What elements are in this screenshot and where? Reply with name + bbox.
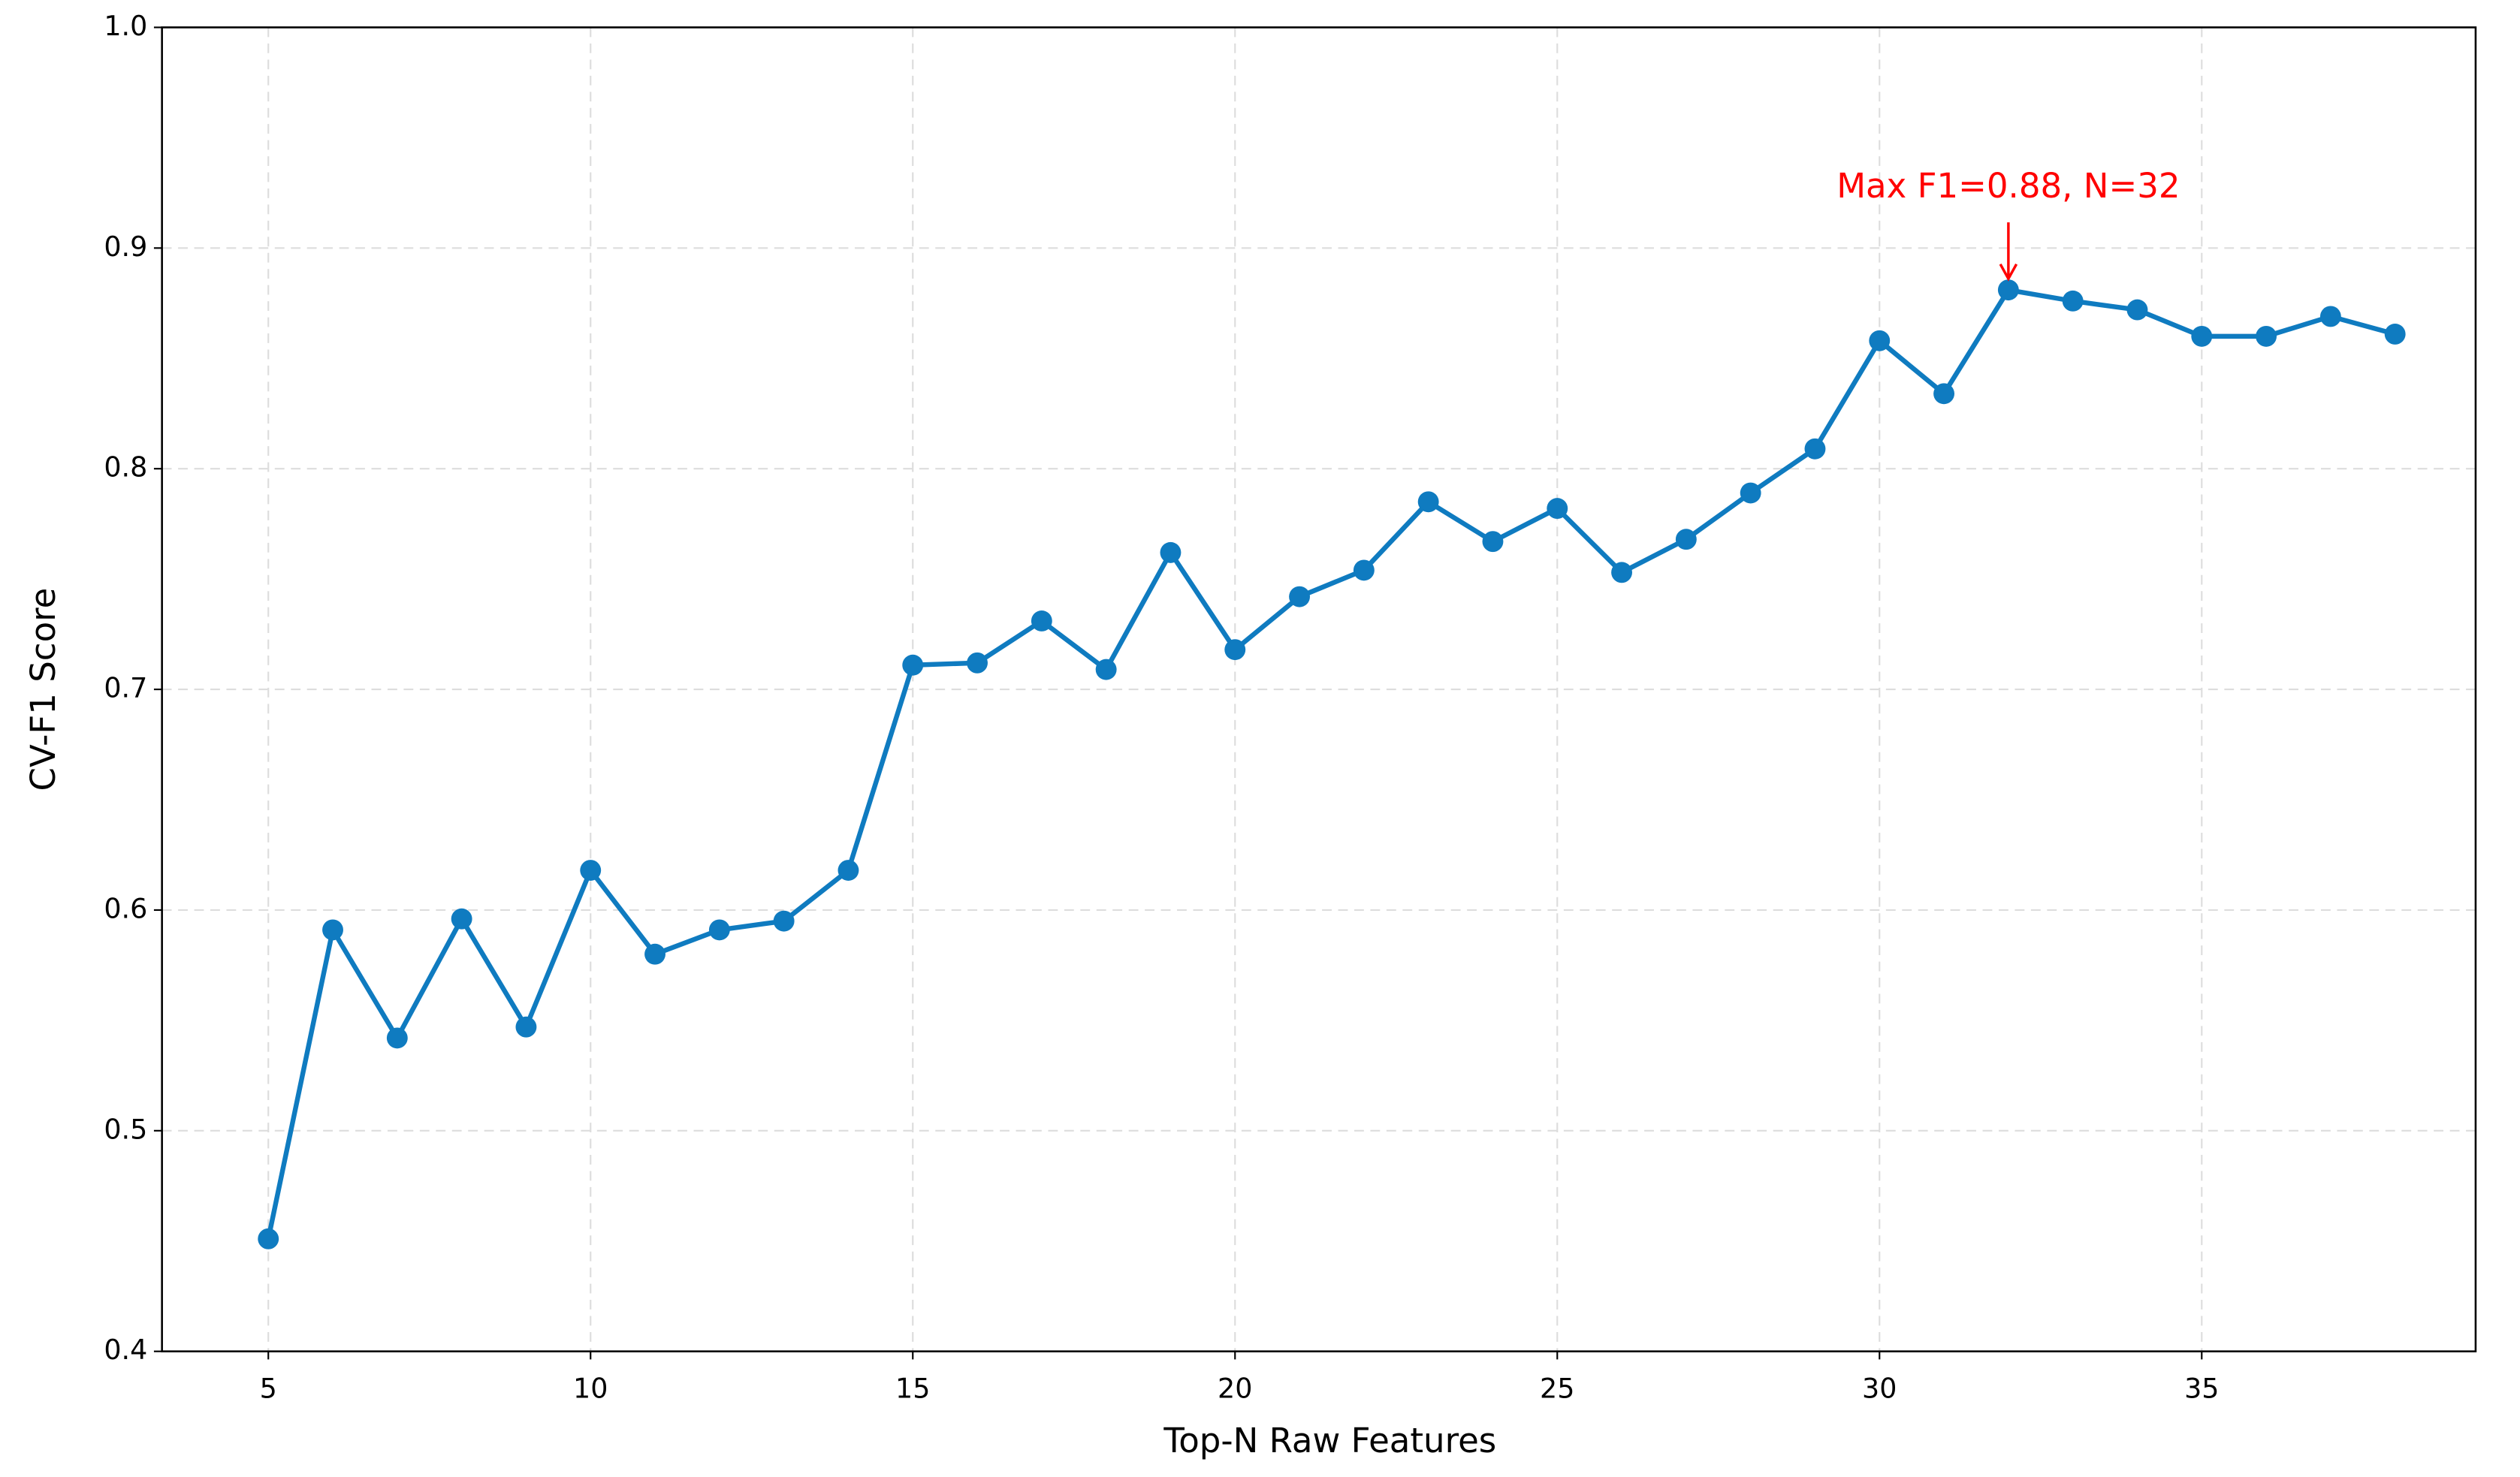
- data-point: [1611, 562, 1633, 583]
- data-point: [1933, 383, 1955, 405]
- grid: [161, 26, 2476, 1352]
- data-point: [967, 652, 988, 674]
- data-point: [386, 1027, 408, 1049]
- y-axis-label: CV-F1 Score: [23, 588, 63, 791]
- data-point: [1289, 586, 1310, 607]
- data-point: [2256, 325, 2277, 347]
- y-tick-label: 0.5: [104, 1113, 147, 1145]
- data-point: [1547, 498, 1568, 520]
- data-point: [1675, 529, 1697, 550]
- data-point: [837, 860, 859, 881]
- data-point: [1482, 531, 1504, 553]
- data-point: [1740, 482, 1761, 504]
- data-point: [708, 919, 730, 941]
- data-point: [1417, 491, 1439, 513]
- data-point: [2126, 299, 2148, 321]
- x-axis-label: Top-N Raw Features: [1163, 1421, 1496, 1460]
- x-tick-label: 5: [260, 1373, 277, 1405]
- data-line: [266, 287, 2396, 1240]
- data-point: [1095, 659, 1117, 680]
- y-tick-label: 0.9: [104, 231, 147, 263]
- data-point: [644, 943, 665, 965]
- data-point: [2191, 325, 2213, 347]
- data-point: [1353, 559, 1375, 581]
- x-tick-label: 30: [1862, 1373, 1897, 1405]
- data-point: [2319, 306, 2341, 327]
- data-point: [580, 860, 602, 881]
- x-tick-label: 15: [895, 1373, 930, 1405]
- data-point: [1869, 330, 1891, 351]
- y-tick-label: 0.8: [104, 451, 147, 484]
- data-point: [451, 908, 472, 930]
- data-point: [258, 1228, 279, 1249]
- data-point: [1804, 438, 1826, 460]
- data-point: [322, 919, 343, 941]
- data-point: [2384, 324, 2406, 345]
- annotation: Max F1=0.88, N=32: [1836, 166, 2180, 206]
- y-tick-label: 0.7: [104, 672, 147, 704]
- data-point: [1160, 541, 1182, 563]
- data-point: [902, 654, 924, 676]
- y-tick-label: 0.4: [104, 1334, 147, 1366]
- data-point: [2062, 290, 2084, 312]
- data: [258, 279, 2406, 1249]
- y-tick-label: 0.6: [104, 892, 147, 924]
- x-tick-label: 25: [1540, 1373, 1574, 1405]
- x-tick-label: 10: [573, 1373, 608, 1405]
- y-tick-label: 1.0: [104, 10, 147, 42]
- data-point: [1224, 639, 1246, 661]
- data-point: [773, 910, 795, 932]
- x-tick-label: 20: [1218, 1373, 1252, 1405]
- plot-area: [161, 27, 2476, 1352]
- x-tick-label: 35: [2184, 1373, 2219, 1405]
- data-point: [1031, 610, 1052, 631]
- annotation-arrowhead: [1999, 264, 2018, 282]
- data-point: [1997, 279, 2019, 301]
- data-point: [515, 1016, 537, 1038]
